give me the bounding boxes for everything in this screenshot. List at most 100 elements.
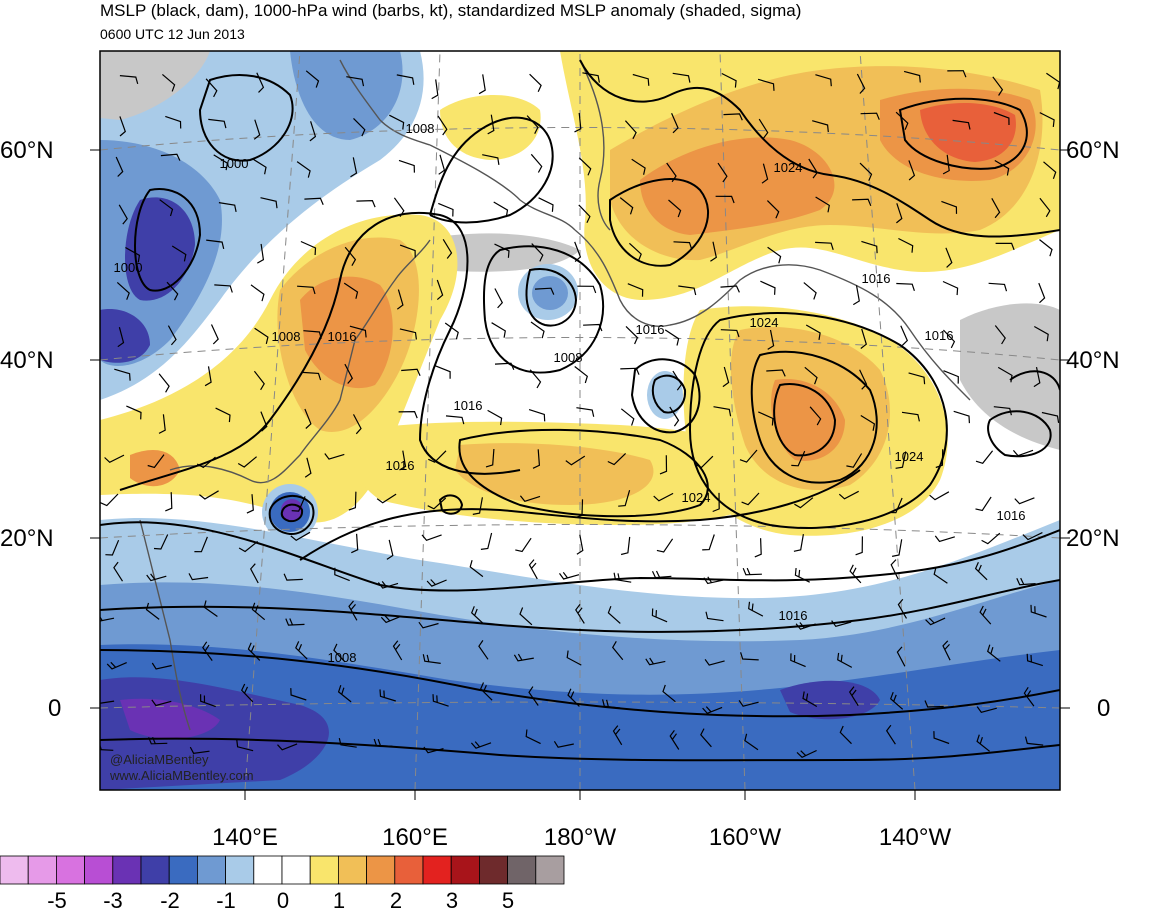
wind-barb <box>303 330 322 339</box>
wind-barb <box>254 327 269 345</box>
wind-barb <box>855 536 863 556</box>
axis-ticks <box>90 149 1070 800</box>
wind-barb <box>431 79 439 100</box>
wind-barb <box>519 607 533 626</box>
wind-barb <box>992 76 1004 96</box>
wind-barb <box>396 289 404 310</box>
wind-barb <box>852 198 872 207</box>
wind-barb <box>651 608 668 623</box>
wind-barb <box>426 579 447 587</box>
colorbar-tick-label: -2 <box>160 888 180 913</box>
wind-barb <box>106 661 127 670</box>
wind-barb <box>890 559 899 580</box>
wind-barb <box>1022 532 1043 541</box>
wind-barb <box>945 247 953 268</box>
credit-url: www.AliciaMBentley.com <box>110 768 254 783</box>
isobar-label: 1024 <box>895 449 924 464</box>
wind-barb <box>856 73 866 94</box>
wind-barb <box>947 70 967 78</box>
wind-barb <box>991 198 1001 219</box>
wind-barb <box>260 411 268 432</box>
wind-barb <box>888 497 903 514</box>
wind-barb <box>953 410 970 424</box>
wind-barb <box>256 72 265 93</box>
wind-barb <box>935 449 944 469</box>
wind-barb <box>767 329 775 350</box>
colorbar-swatch <box>478 855 508 885</box>
colorbar-tick-label: 2 <box>389 888 403 913</box>
wind-barb <box>723 113 743 121</box>
wind-barb <box>839 725 852 745</box>
wind-barb <box>994 325 1006 345</box>
wind-barb <box>994 159 1010 176</box>
colorbar-swatch <box>507 855 537 885</box>
wind-barb <box>389 114 405 130</box>
wind-barb <box>791 450 806 467</box>
wind-barb <box>859 162 873 181</box>
wind-barb <box>528 686 539 706</box>
colorbar-swatch <box>196 855 226 885</box>
wind-barb <box>196 456 216 469</box>
wind-barb <box>1039 239 1053 257</box>
wind-barb <box>513 653 534 662</box>
wind-barb <box>117 327 125 348</box>
wind-barb <box>981 532 1001 545</box>
wind-barb <box>290 688 307 701</box>
wind-barb <box>218 202 237 213</box>
wind-barb <box>162 73 176 92</box>
wind-barb <box>194 536 208 553</box>
wind-barb <box>575 603 585 624</box>
wind-barb <box>114 368 131 381</box>
wind-barb <box>895 111 909 130</box>
anomaly-pos2-south-japan <box>130 450 180 487</box>
wind-barb <box>482 154 500 165</box>
wind-barb <box>559 571 580 580</box>
wind-barb <box>662 684 676 703</box>
wind-barb <box>576 407 595 417</box>
wind-barb <box>159 199 174 217</box>
wind-barb <box>975 450 994 464</box>
wind-barb <box>252 158 267 175</box>
wind-barb <box>860 112 880 120</box>
wind-barb <box>741 492 760 506</box>
wind-barbs <box>100 70 1060 759</box>
wind-barb <box>277 743 298 751</box>
isobar-label: 1024 <box>750 315 779 330</box>
wind-barb <box>620 408 635 426</box>
wind-barb <box>1024 736 1044 746</box>
wind-barb <box>250 284 265 302</box>
anomaly-pos4-canada <box>920 103 1016 162</box>
lat-label-right-20n: 20°N <box>1066 525 1120 552</box>
isobar-label: 1024 <box>774 160 803 175</box>
wind-barb <box>118 204 128 225</box>
wind-barb <box>534 287 555 295</box>
isobar-label: 1016 <box>997 508 1026 523</box>
wind-barb <box>702 534 715 551</box>
lat-label-right-40n: 40°N <box>1066 347 1120 374</box>
wind-barb <box>494 243 510 258</box>
wind-barb <box>722 366 730 388</box>
wind-barb <box>1012 449 1034 457</box>
wind-barb <box>151 662 172 670</box>
wind-barb <box>740 652 759 661</box>
wind-barb <box>343 282 359 299</box>
wind-barb <box>1016 577 1036 586</box>
wind-barb <box>115 156 124 177</box>
wind-barb <box>574 112 582 133</box>
wind-barb <box>846 453 863 468</box>
isobar-label: 1016 <box>454 398 483 413</box>
colorbar-swatch <box>27 855 57 885</box>
wind-barb <box>607 605 621 624</box>
wind-barb <box>1043 161 1057 179</box>
wind-barb <box>645 657 666 666</box>
anomaly-neutral-grey-1 <box>100 51 210 120</box>
wind-barb <box>900 325 909 346</box>
wind-barb <box>380 615 402 624</box>
wind-barb <box>491 322 506 338</box>
wind-barb <box>758 118 769 139</box>
wind-barb <box>376 493 397 504</box>
wind-barb <box>285 618 305 626</box>
wind-barb <box>105 539 120 556</box>
wind-barb <box>578 157 592 176</box>
wind-barb <box>975 496 992 512</box>
